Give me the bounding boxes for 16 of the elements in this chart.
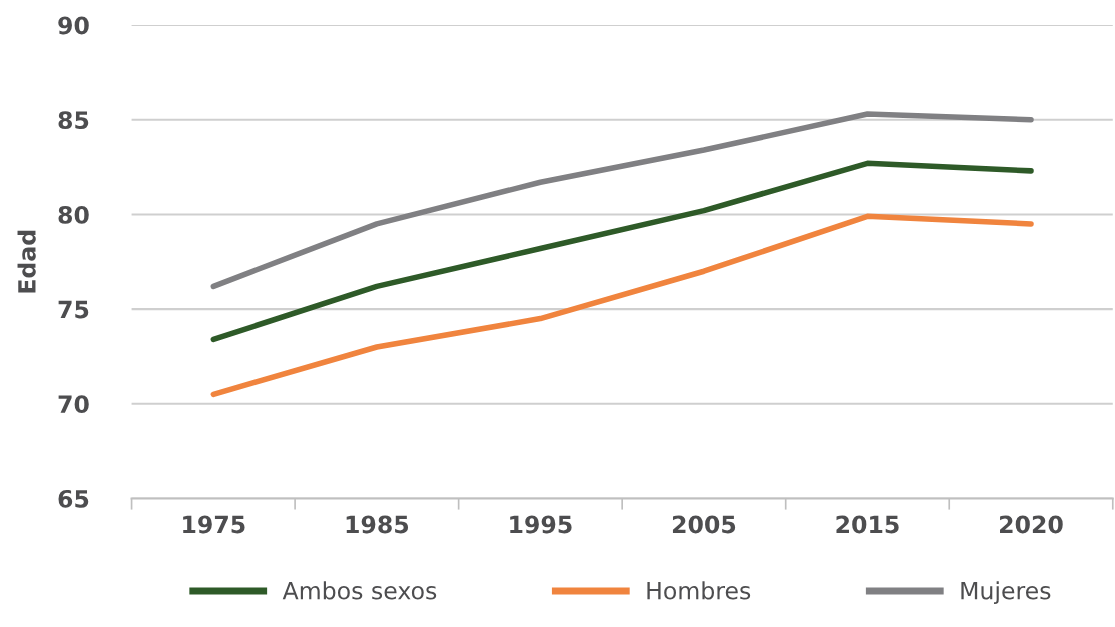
x-tick-label: 1985	[346, 515, 409, 534]
x-tick-label: 2020	[1000, 515, 1063, 534]
legend-label: Mujeres	[961, 581, 1051, 605]
legend-label: Ambos sexos	[282, 581, 437, 600]
x-tick-label: 1975	[183, 515, 245, 534]
y-tick-label: 80	[58, 205, 89, 224]
x-tick-label: 2015	[836, 515, 899, 534]
x-tick-label: 1995	[510, 515, 572, 534]
y-axis-title: Edad	[17, 230, 36, 293]
y-tick-label: 70	[58, 395, 89, 414]
y-tick-label: 85	[58, 111, 89, 130]
legend-label: Hombres	[647, 581, 751, 600]
y-tick-label: 75	[58, 300, 89, 319]
y-tick-label: 90	[58, 16, 89, 35]
x-tick-label: 2005	[672, 515, 736, 534]
y-tick-label: 65	[58, 489, 89, 508]
